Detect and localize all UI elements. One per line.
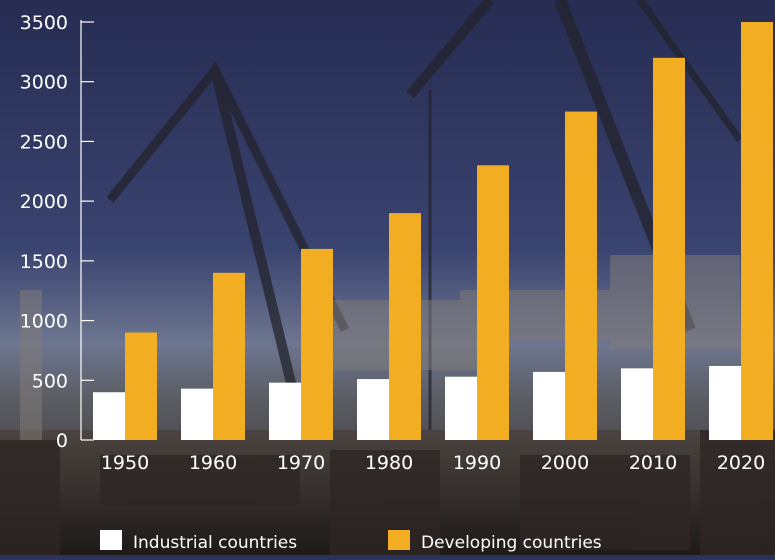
legend-item-developing: Developing countries <box>388 530 602 553</box>
x-tick-label: 1950 <box>101 452 149 474</box>
bar-industrial-2000 <box>533 371 565 440</box>
bar-industrial-2010 <box>621 368 653 440</box>
bar-industrial-1990 <box>445 376 477 440</box>
y-tick-label: 1000 <box>20 311 68 333</box>
bar-developing-2010 <box>653 57 685 440</box>
y-axis: 0 500 1000 1500 2000 2500 3000 3500 <box>20 12 94 452</box>
bar-industrial-1980 <box>357 379 389 440</box>
x-tick-label: 1980 <box>365 452 413 474</box>
legend-label-developing: Developing countries <box>421 533 602 553</box>
x-tick-label: 2010 <box>629 452 677 474</box>
x-tick-label: 2000 <box>541 452 589 474</box>
bar-industrial-1950 <box>93 392 125 440</box>
bar-developing-2020 <box>741 22 773 440</box>
legend-swatch-developing <box>388 530 410 550</box>
y-tick-label: 1500 <box>20 251 68 273</box>
bar-developing-1990 <box>477 165 509 441</box>
bar-developing-2000 <box>565 111 597 441</box>
y-tick-label: 500 <box>32 370 68 392</box>
bar-developing-1970 <box>301 248 333 440</box>
y-tick-label: 2000 <box>20 191 68 213</box>
dock-structures <box>0 430 775 555</box>
bar-industrial-2020 <box>709 365 741 440</box>
y-tick-label: 3000 <box>20 72 68 94</box>
y-tick-label: 0 <box>56 430 68 452</box>
legend-swatch-industrial <box>100 530 122 550</box>
legend-item-industrial: Industrial countries <box>100 530 297 553</box>
x-axis-labels: 1950 1960 1970 1980 1990 2000 2010 2020 <box>101 452 765 474</box>
x-tick-label: 2020 <box>717 452 765 474</box>
bar-industrial-1960 <box>181 388 213 440</box>
bar-developing-1980 <box>389 213 421 440</box>
bar-developing-1950 <box>125 332 157 440</box>
bar-industrial-1970 <box>269 382 301 440</box>
y-axis-ticks: 0 500 1000 1500 2000 2500 3000 3500 <box>20 12 94 452</box>
x-tick-label: 1960 <box>189 452 237 474</box>
bar-developing-1960 <box>213 272 245 440</box>
x-tick-label: 1990 <box>453 452 501 474</box>
legend-label-industrial: Industrial countries <box>133 533 297 553</box>
legend: Industrial countries Developing countrie… <box>100 530 602 553</box>
y-tick-label: 3500 <box>20 12 68 34</box>
bars <box>93 22 773 441</box>
y-tick-label: 2500 <box>20 131 68 153</box>
x-tick-label: 1970 <box>277 452 325 474</box>
